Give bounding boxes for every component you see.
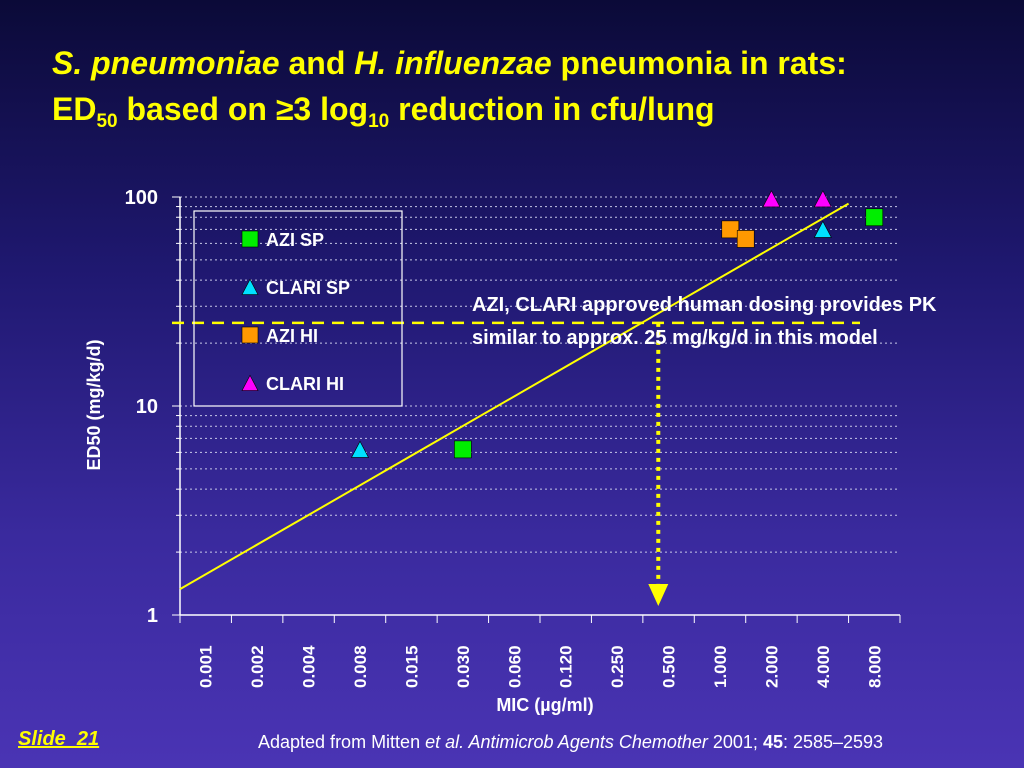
title-organism-2: H. influenzae	[354, 45, 552, 81]
slide-number: Slide 21	[18, 728, 100, 750]
x-tick-label: 0.030	[454, 645, 473, 688]
title-ed-sub: 50	[96, 111, 118, 132]
legend-label-clari-hi: CLARI HI	[266, 374, 344, 394]
legend-label-azi-hi: AZI HI	[266, 326, 318, 346]
legend-label-azi-sp: AZI SP	[266, 230, 324, 250]
citation: Adapted from Mitten et al. Antimicrob Ag…	[258, 732, 883, 753]
azi-sp-point	[865, 208, 884, 227]
y-tick-label: 100	[125, 187, 158, 209]
clari-sp-point	[351, 440, 369, 458]
x-tick-label: 0.120	[557, 645, 576, 688]
title-based-on: based on	[117, 91, 276, 127]
x-tick-label: 8.000	[865, 645, 884, 688]
title-log-sub: 10	[368, 111, 390, 132]
clari-sp-point	[813, 220, 832, 238]
annotation-line-1: AZI, CLARI approved human dosing provide…	[472, 294, 937, 316]
azi-hi-point	[736, 230, 755, 248]
legend-marker-clari-sp	[241, 278, 259, 295]
citation-journal: et al. Antimicrob Agents Chemother	[425, 732, 708, 752]
y-tick-label: 1	[147, 605, 158, 627]
x-tick-label: 0.002	[248, 645, 267, 688]
title-geq-symbol: ≥	[275, 91, 294, 127]
clari-hi-point	[762, 190, 781, 208]
x-tick-label: 1.000	[711, 645, 730, 688]
title-line-2: ED50 based on ≥3 log10 reduction in cfu/…	[52, 86, 1012, 145]
x-tick-label: 0.001	[197, 645, 216, 688]
y-tick-label: 10	[136, 396, 158, 418]
reference-lines	[172, 202, 860, 606]
x-tick-label: 0.008	[351, 645, 370, 688]
legend-label-clari-sp: CLARI SP	[266, 278, 350, 298]
azi-hi-point	[721, 220, 740, 239]
x-tick-label: 4.000	[814, 645, 833, 688]
legend-marker-azi-hi	[241, 326, 259, 344]
title-line-1: S. pneumoniae and H. influenzae pneumoni…	[52, 40, 1012, 86]
y-axis-title: ED50 (mg/kg/d)	[84, 339, 104, 470]
x-tick-label: 0.250	[608, 645, 627, 688]
annotation-line-2: similar to approx. 25 mg/kg/d in this mo…	[472, 327, 878, 349]
citation-volume: 45	[762, 732, 783, 752]
data-points	[351, 190, 884, 459]
title-reduction: reduction in cfu/lung	[389, 91, 715, 127]
title-log: 3 log	[293, 91, 369, 127]
x-tick-label: 0.004	[300, 645, 319, 688]
legend-marker-azi-sp	[241, 230, 259, 248]
citation-year: 2001;	[707, 732, 763, 752]
regression-line	[179, 202, 850, 590]
reference-arrow-head	[648, 584, 669, 606]
x-tick-label: 0.500	[660, 645, 679, 688]
chart-labels: MIC (µg/ml) ED50 (mg/kg/d) AZI, CLARI appr…	[84, 294, 937, 715]
x-tick-label: 0.060	[505, 645, 524, 688]
citation-pages: : 2585–2593	[782, 732, 884, 752]
citation-prefix: Adapted from Mitten	[258, 732, 426, 752]
title-organism-1: S. pneumoniae	[52, 45, 280, 81]
slide-title: S. pneumoniae and H. influenzae pneumoni…	[52, 40, 1012, 145]
x-tick-label: 2.000	[762, 645, 781, 688]
azi-sp-point	[454, 440, 472, 459]
legend: AZI SP CLARI SP AZI HI CLARI HI	[193, 210, 403, 407]
title-rest: pneumonia in rats:	[551, 45, 847, 81]
title-ed: ED	[52, 91, 97, 127]
axes: 1 10 100 0.001 0.002 0.004 0.008 0.015 0.030 0.06…	[125, 187, 901, 688]
clari-hi-point	[813, 190, 832, 208]
x-tick-label: 0.015	[402, 645, 421, 688]
x-axis-title: MIC (µg/ml)	[496, 695, 593, 715]
legend-marker-clari-hi	[241, 374, 259, 391]
legend-box	[193, 210, 403, 407]
title-and: and	[279, 45, 355, 81]
